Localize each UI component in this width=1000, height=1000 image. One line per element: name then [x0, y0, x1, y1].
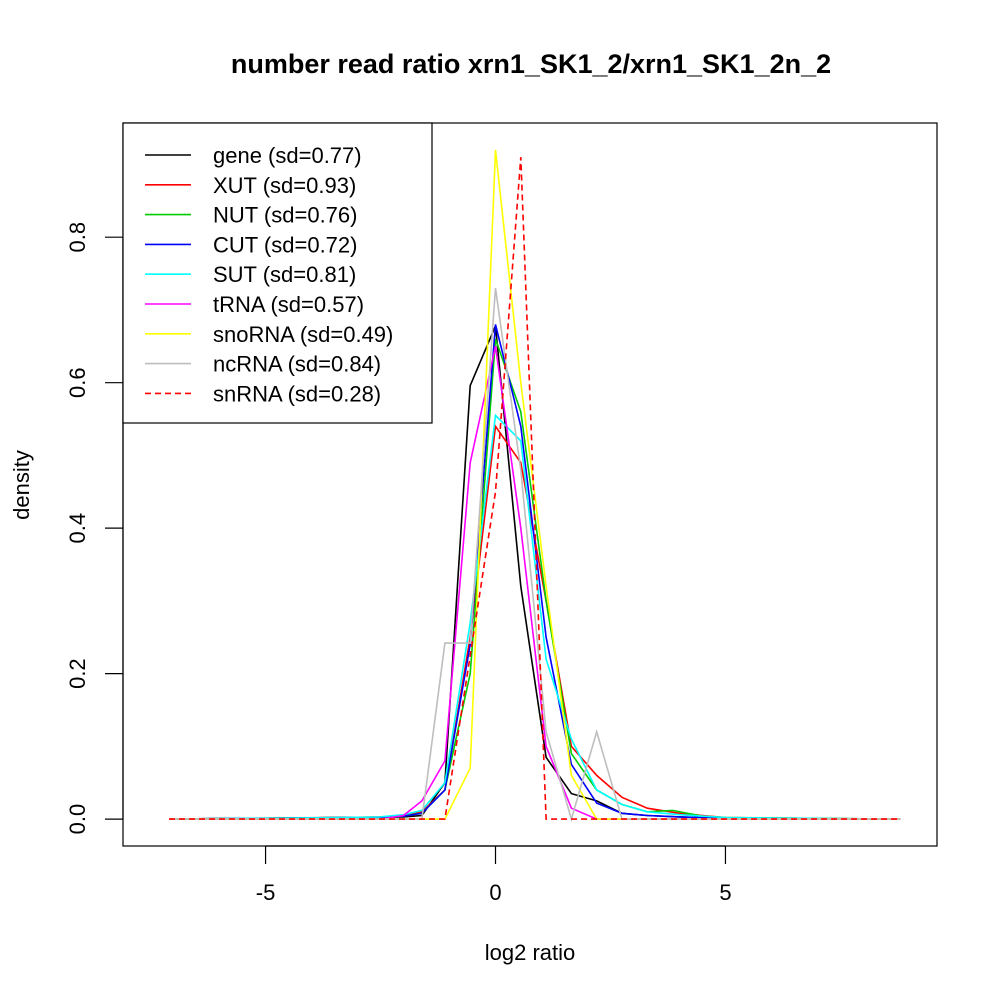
series-layer: [168, 149, 901, 822]
x-tick-label: -5: [256, 880, 276, 905]
y-tick-label: 0.6: [65, 367, 90, 398]
x-axis-label: log2 ratio: [485, 940, 576, 965]
legend-label: ncRNA (sd=0.84): [213, 352, 381, 377]
x-tick-label: 0: [489, 880, 501, 905]
y-axis: 0.0 0.2 0.4 0.6 0.8: [65, 222, 124, 835]
legend-label: SUT (sd=0.81): [213, 262, 356, 287]
chart-title: number read ratio xrn1_SK1_2/xrn1_SK1_2n…: [231, 49, 831, 79]
x-tick-label: 5: [719, 880, 731, 905]
series-line-5: [169, 346, 901, 820]
legend-label: CUT (sd=0.72): [213, 232, 357, 257]
legend-label: NUT (sd=0.76): [213, 203, 357, 228]
series-line-7: [169, 287, 901, 822]
x-axis: -5 0 5: [256, 845, 732, 905]
y-axis-label: density: [9, 450, 34, 520]
legend-label: XUT (sd=0.93): [213, 173, 356, 198]
y-tick-label: 0.8: [65, 222, 90, 253]
legend-label: tRNA (sd=0.57): [213, 292, 364, 317]
series-line-4: [168, 413, 901, 820]
legend-box: [122, 122, 433, 424]
legend-label: snRNA (sd=0.28): [213, 381, 381, 406]
legend: gene (sd=0.77) XUT (sd=0.93) NUT (sd=0.76)…: [122, 122, 433, 424]
y-tick-label: 0.4: [65, 513, 90, 544]
series-line-6: [169, 149, 901, 820]
y-tick-label: 0.0: [65, 804, 90, 835]
series-line-1: [168, 424, 901, 820]
legend-label: gene (sd=0.77): [213, 143, 362, 168]
series-line-8: [169, 157, 901, 820]
legend-label: snoRNA (sd=0.49): [213, 322, 393, 347]
y-tick-label: 0.2: [65, 658, 90, 689]
